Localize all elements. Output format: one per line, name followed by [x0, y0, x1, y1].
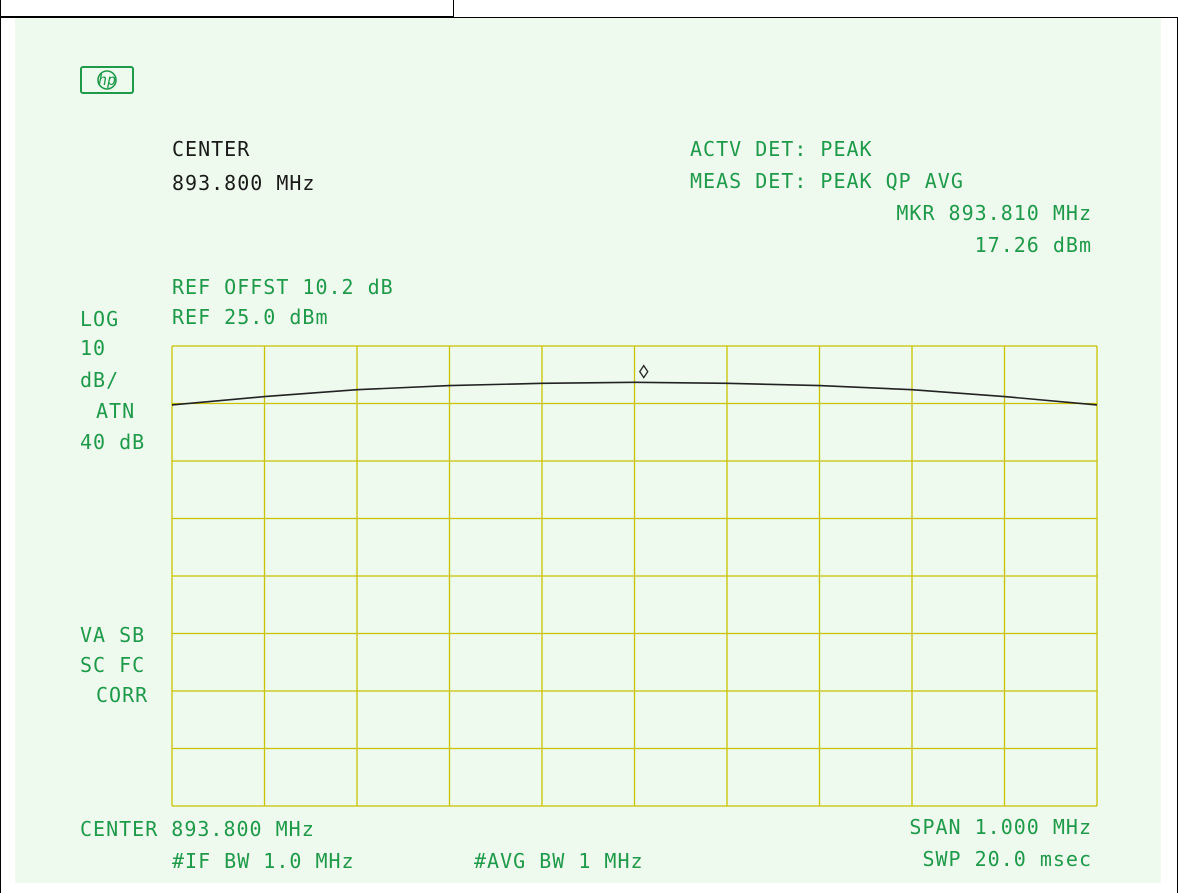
spectrum-trace: [171, 381, 1098, 406]
footer-center-frequency: CENTER 893.800 MHz: [80, 817, 315, 841]
window-border-left: [0, 17, 1, 893]
scale-value: 10: [80, 336, 107, 360]
scale-mode: LOG: [80, 307, 120, 331]
marker-frequency: MKR 893.810 MHz: [896, 201, 1092, 225]
attenuation-value: 40 dB: [80, 430, 146, 454]
center-label: CENTER: [172, 137, 251, 161]
window-border: [0, 17, 1178, 18]
attenuation-label: ATN: [96, 399, 136, 423]
center-value: 893.800 MHz: [172, 171, 316, 195]
active-detector: ACTV DET: PEAK: [690, 137, 873, 161]
reference-offset: REF OFFST 10.2 dB: [172, 275, 394, 299]
footer-sweep-time: SWP 20.0 msec: [922, 847, 1092, 871]
status-flag-sc-fc: SC FC: [80, 653, 146, 677]
graticule-grid: [171, 345, 1098, 807]
window-tab: [0, 0, 454, 17]
analyzer-screen: [15, 18, 1161, 883]
footer-avg-bandwidth: #AVG BW 1 MHz: [474, 849, 644, 873]
status-flag-va-sb: VA SB: [80, 623, 146, 647]
marker-level: 17.26 dBm: [974, 233, 1092, 257]
scale-unit: dB/: [80, 368, 120, 392]
logo-text: hp: [97, 71, 117, 89]
marker-diamond: [638, 364, 649, 379]
footer-if-bandwidth: #IF BW 1.0 MHz: [172, 849, 355, 873]
reference-level: REF 25.0 dBm: [172, 305, 329, 329]
status-flag-corr: CORR: [96, 683, 149, 707]
marker-diamond-icon: [638, 364, 649, 379]
hp-logo-icon: hp: [80, 66, 134, 94]
measure-detector: MEAS DET: PEAK QP AVG: [690, 169, 964, 193]
footer-span: SPAN 1.000 MHz: [909, 815, 1092, 839]
